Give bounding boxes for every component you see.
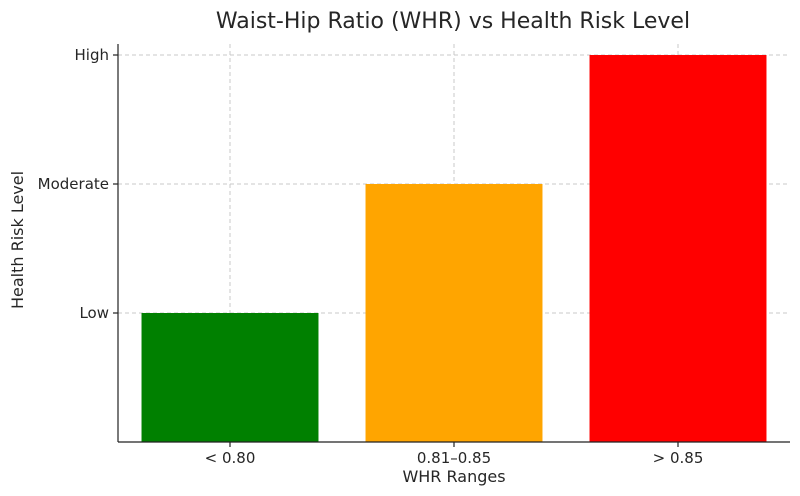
x-axis-label: WHR Ranges — [402, 467, 505, 486]
y-tick-label: Moderate — [38, 175, 109, 193]
bar — [365, 184, 543, 442]
y-axis-label: Health Risk Level — [8, 171, 27, 309]
x-ticks: < 0.80 0.81–0.85 > 0.85 — [205, 442, 704, 467]
bar — [141, 313, 319, 442]
x-tick-label: 0.81–0.85 — [417, 449, 491, 467]
x-tick-label: > 0.85 — [653, 449, 704, 467]
bars — [141, 55, 767, 442]
y-tick-label: High — [75, 46, 109, 64]
bar — [589, 55, 767, 442]
chart-title: Waist-Hip Ratio (WHR) vs Health Risk Lev… — [216, 9, 690, 34]
y-tick-label: Low — [79, 304, 109, 322]
x-tick-label: < 0.80 — [205, 449, 256, 467]
y-ticks: Low Moderate High — [38, 46, 118, 322]
